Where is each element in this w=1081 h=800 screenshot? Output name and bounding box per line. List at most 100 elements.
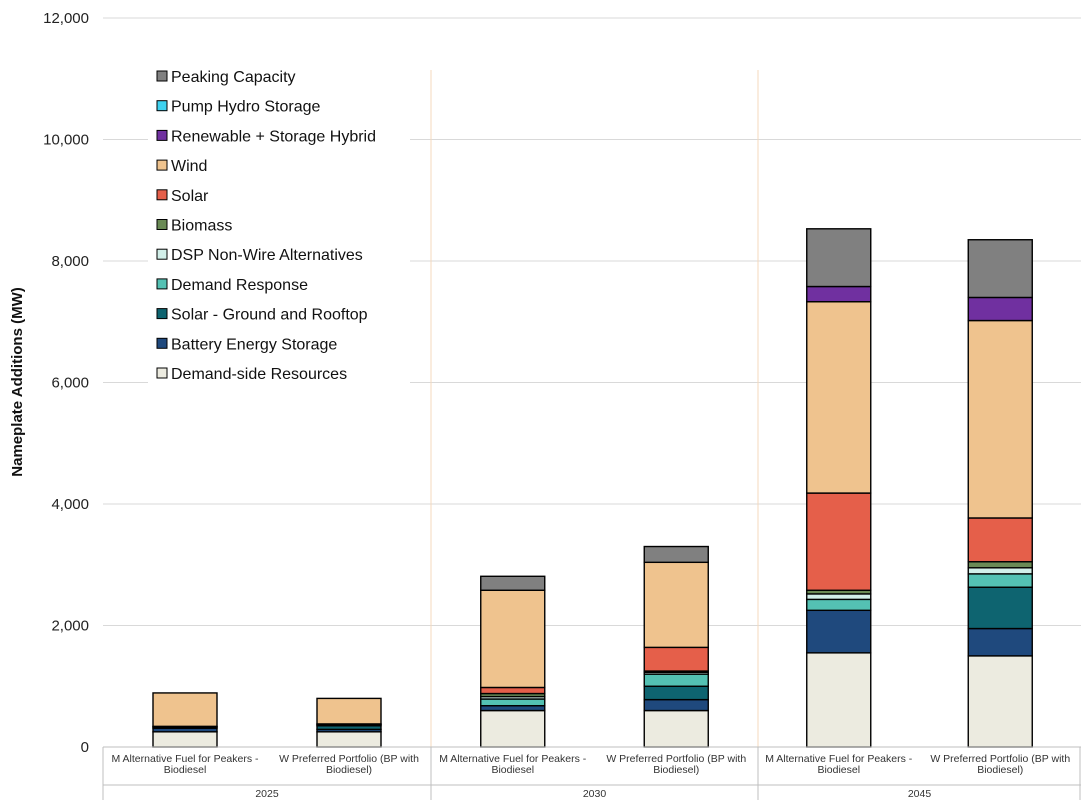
- bar-segment: [480, 589, 546, 689]
- bar-segment: [967, 627, 1033, 657]
- legend-swatch: [156, 248, 168, 260]
- legend-swatch: [156, 278, 168, 290]
- legend-item: Demand-side Resources: [156, 366, 347, 383]
- x-group-label: 2045: [908, 788, 932, 800]
- bar-segment: [967, 319, 1033, 519]
- legend-item: Demand Response: [156, 277, 308, 294]
- x-group-label: 2030: [583, 788, 607, 800]
- bar-segment: [643, 561, 709, 649]
- legend-label: Renewable + Storage Hybrid: [171, 128, 376, 145]
- legend-swatch: [156, 308, 168, 320]
- y-tick-label: 0: [81, 739, 89, 756]
- group-separators: [430, 70, 759, 747]
- legend-label: Solar: [171, 188, 209, 205]
- legend-swatch: [156, 189, 168, 201]
- legend-item: Renewable + Storage Hybrid: [156, 128, 376, 145]
- bar-segment: [316, 731, 382, 748]
- x-tick-label: W Preferred Portfolio (BP with: [606, 753, 746, 765]
- legend-label: Wind: [171, 158, 207, 175]
- bar-segment: [806, 285, 872, 303]
- x-tick-label: M Alternative Fuel for Peakers -: [111, 753, 259, 765]
- legend-item: Wind: [156, 158, 207, 175]
- bar-segment: [643, 646, 709, 672]
- x-tick-label: Biodiesel): [653, 764, 699, 776]
- legend-item: Battery Energy Storage: [156, 336, 337, 353]
- y-tick-label: 2,000: [51, 618, 89, 635]
- x-axis: M Alternative Fuel for Peakers -Biodiese…: [102, 746, 1081, 800]
- y-axis-ticks: 0 2,000 4,000 6,000 8,000 10,000 12,000: [43, 10, 89, 756]
- legend-swatch: [156, 70, 168, 82]
- x-tick-label: Biodiesel: [164, 764, 207, 776]
- bar-segment: [643, 709, 709, 748]
- bar-segment: [643, 673, 709, 687]
- x-tick-label: W Preferred Portfolio (BP with: [930, 753, 1070, 765]
- bar-segment: [480, 704, 546, 712]
- bar-segment: [480, 575, 546, 591]
- y-axis-label: Nameplate Additions (MW): [9, 287, 26, 476]
- x-tick-label: M Alternative Fuel for Peakers -: [765, 753, 913, 765]
- bar-segment: [967, 517, 1033, 563]
- legend-item: DSP Non-Wire Alternatives: [156, 247, 363, 264]
- legend-swatch: [156, 100, 168, 112]
- legend-item: Biomass: [156, 218, 232, 235]
- legend-item: Solar - Ground and Rooftop: [156, 307, 368, 324]
- x-tick-label: Biodiesel): [326, 764, 372, 776]
- x-tick-label: Biodiesel: [817, 764, 860, 776]
- x-tick-label: Biodiesel): [977, 764, 1023, 776]
- legend-item: Pump Hydro Storage: [156, 99, 321, 116]
- bar-stacks: [152, 228, 1033, 748]
- legend-swatch: [156, 129, 168, 141]
- legend-label: Demand Response: [171, 277, 308, 294]
- y-tick-label: 12,000: [43, 10, 89, 27]
- bar-segment: [480, 709, 546, 748]
- bar-segment: [967, 561, 1033, 569]
- y-tick-label: 4,000: [51, 496, 89, 513]
- bar-stack: [806, 228, 872, 748]
- y-tick-label: 6,000: [51, 375, 89, 392]
- bar-segment: [806, 301, 872, 494]
- legend-label: Biomass: [171, 218, 232, 235]
- bar-segment: [967, 586, 1033, 630]
- bar-segment: [967, 655, 1033, 748]
- x-tick-label: W Preferred Portfolio (BP with: [279, 753, 419, 765]
- legend-swatch: [156, 367, 168, 379]
- legend-label: Pump Hydro Storage: [171, 99, 321, 116]
- bar-segment: [480, 698, 546, 707]
- legend-label: Solar - Ground and Rooftop: [171, 307, 368, 324]
- bar-stack: [643, 545, 709, 748]
- legend-label: Demand-side Resources: [171, 366, 347, 383]
- bar-segment: [967, 239, 1033, 299]
- bar-segment: [806, 652, 872, 748]
- bar-segment: [806, 609, 872, 654]
- bar-stack: [480, 575, 546, 748]
- bar-segment: [967, 573, 1033, 588]
- legend: Peaking Capacity Pump Hydro Storage Renewa…: [148, 62, 410, 392]
- bar-segment: [967, 296, 1033, 322]
- bar-stack: [316, 697, 382, 748]
- legend-swatch: [156, 219, 168, 230]
- bar-segment: [152, 692, 218, 728]
- bar-stack: [152, 692, 218, 748]
- bar-segment: [967, 567, 1033, 575]
- bar-segment: [316, 697, 382, 725]
- legend-swatch: [156, 159, 168, 171]
- bar-segment: [643, 698, 709, 712]
- bar-stack: [967, 239, 1033, 748]
- legend-label: Battery Energy Storage: [171, 336, 337, 353]
- bar-segment: [480, 686, 546, 695]
- y-tick-label: 8,000: [51, 253, 89, 270]
- bar-segment: [806, 598, 872, 612]
- bar-segment: [806, 492, 872, 591]
- bar-segment: [643, 545, 709, 564]
- bar-segment: [806, 593, 872, 601]
- x-tick-label: Biodiesel: [491, 764, 534, 776]
- legend-item: Peaking Capacity: [156, 69, 296, 86]
- bar-segment: [152, 731, 218, 748]
- bar-segment: [643, 685, 709, 701]
- legend-background: [148, 62, 410, 392]
- x-group-label: 2025: [255, 788, 279, 800]
- bar-segment: [806, 228, 872, 288]
- legend-swatch: [156, 337, 168, 349]
- legend-label: DSP Non-Wire Alternatives: [171, 247, 363, 264]
